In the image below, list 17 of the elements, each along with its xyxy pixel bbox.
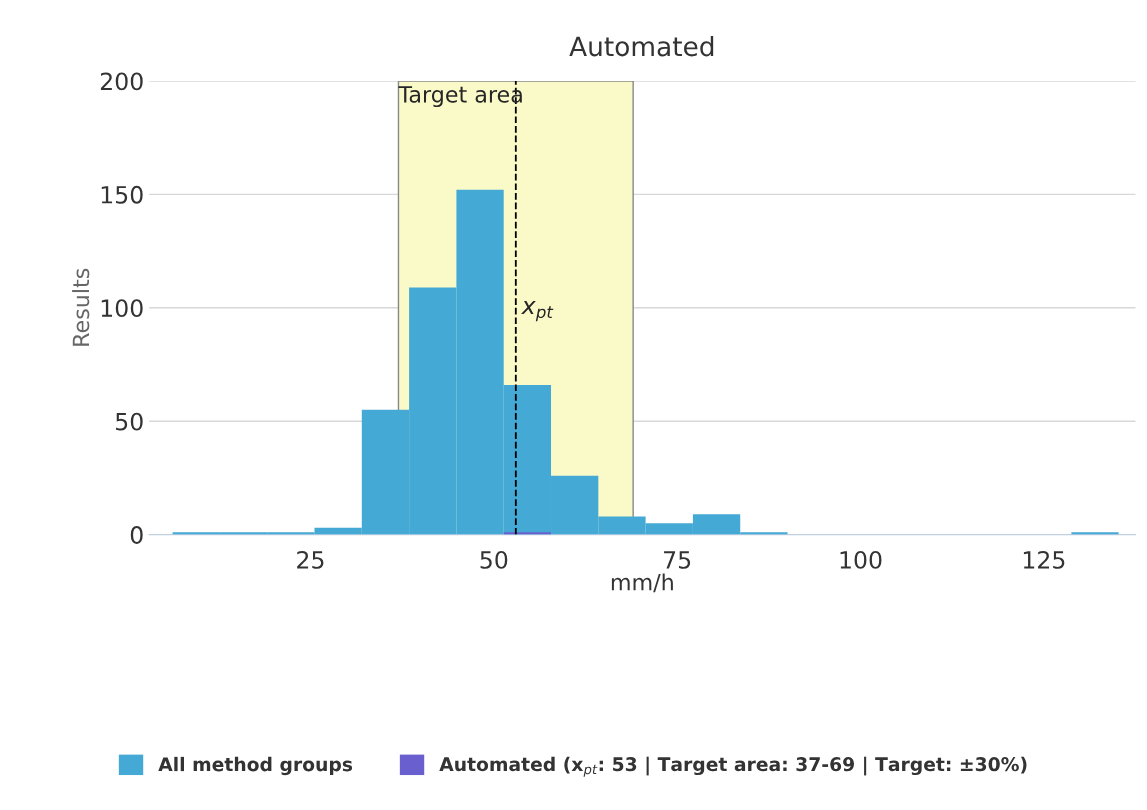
band-label: Target area (398, 86, 522, 108)
y-tick-label: 200 (100, 72, 143, 91)
x-tick-label: 125 (1023, 550, 1065, 569)
y-tick-label: 0 (130, 526, 143, 544)
y-tick-label: 100 (101, 299, 143, 318)
ref-line-label: x$_{pt}$ (521, 301, 554, 322)
legend-label: Automated (x$_{pt}$: 53 | Target area: 37-69 | Target: ±30%) (439, 756, 1027, 777)
x-tick-label: 100 (840, 550, 882, 569)
chart-title: Automated (569, 35, 714, 57)
legend-label: All method groups (158, 756, 353, 776)
x-tick-label: 75 (664, 551, 691, 569)
x-tick-label: 25 (297, 550, 324, 569)
x-axis-title: mm/h (611, 573, 673, 593)
y-axis-title: Results (72, 268, 90, 346)
y-tick-label: 150 (101, 185, 143, 204)
x-tick-label: 50 (480, 550, 508, 569)
y-tick-label: 50 (116, 412, 143, 431)
